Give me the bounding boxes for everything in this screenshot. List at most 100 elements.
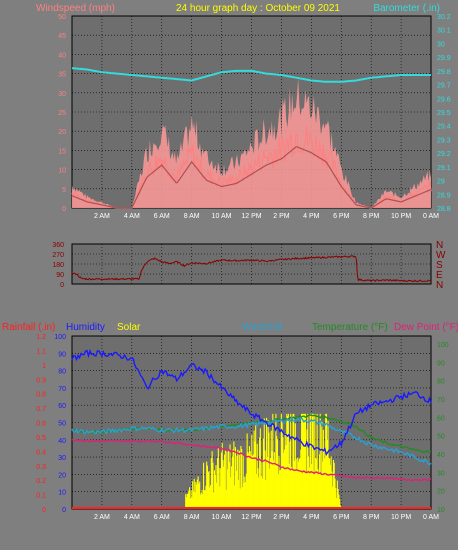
x-tick-label: 6 PM xyxy=(333,514,350,521)
windspeed-tick-label: 30 xyxy=(58,91,66,98)
wind-direction-tick-label: 0 xyxy=(60,282,64,289)
humidity-tick-label: 100 xyxy=(54,334,66,341)
windspeed-tick-label: 35 xyxy=(58,72,66,79)
temperature-tick-label: 30 xyxy=(437,470,445,477)
x-tick-label: 8 AM xyxy=(184,514,200,521)
humidity-tick-label: 20 xyxy=(58,472,66,479)
wind-direction-tick-label: 360 xyxy=(52,242,64,249)
x-tick-label: 4 PM xyxy=(303,514,320,521)
x-tick-label: 8 AM xyxy=(184,213,200,220)
temperature-tick-label: 50 xyxy=(437,434,445,441)
temperature-tick-label: 70 xyxy=(437,397,445,404)
x-tick-label: 0 AM xyxy=(423,514,439,521)
windspeed-tick-label: 25 xyxy=(58,110,66,117)
rainfall-tick-label: 0.7 xyxy=(36,406,46,413)
humidity-tick-label: 90 xyxy=(58,351,66,358)
rain-humidity-temperature-panel: Rainfall (.in) Humidity Solar Windchill … xyxy=(2,322,458,521)
wind-gust-area xyxy=(72,77,431,208)
rainfall-tick-label: 0 xyxy=(42,507,46,514)
x-tick-label: 2 PM xyxy=(273,514,290,521)
humidity-tick-label: 70 xyxy=(58,386,66,393)
temperature-tick-label: 90 xyxy=(437,360,445,367)
compass-tick-label: N xyxy=(436,280,443,291)
barometer-tick-label: 29.6 xyxy=(437,96,451,103)
rainfall-tick-label: 1 xyxy=(42,363,46,370)
x-tick-label: 0 AM xyxy=(423,213,439,220)
wind-barometer-panel: Windspeed (mph) 24 hour graph day : Octo… xyxy=(36,3,451,220)
barometer-tick-label: 29.3 xyxy=(437,137,451,144)
windspeed-tick-label: 15 xyxy=(58,148,66,155)
x-tick-label: 2 AM xyxy=(94,213,110,220)
compass-tick-label: E xyxy=(436,270,443,281)
wind-direction-series-line xyxy=(71,255,432,283)
barometer-tick-label: 30.2 xyxy=(437,14,451,21)
barometer-tick-label: 29.1 xyxy=(437,165,451,172)
rainfall-tick-label: 0.2 xyxy=(36,478,46,485)
windchill-label: Windchill xyxy=(242,322,282,333)
rainfall-tick-label: 0.5 xyxy=(36,435,46,442)
compass-tick-label: N xyxy=(436,240,443,251)
windchill-series-line xyxy=(71,416,432,466)
dew-point-label: Dew Point (°F) xyxy=(394,322,458,333)
humidity-tick-label: 10 xyxy=(58,490,66,497)
wind-average-line xyxy=(71,146,432,209)
windspeed-tick-label: 5 xyxy=(62,187,66,194)
temperature-series-line xyxy=(71,414,432,453)
temperature-tick-label: 40 xyxy=(437,452,445,459)
barometer-series-line xyxy=(71,67,431,83)
x-tick-label: 12 PM xyxy=(241,514,261,521)
windspeed-tick-label: 10 xyxy=(58,168,66,175)
dew-point-series-line xyxy=(71,438,432,482)
rainfall-tick-label: 1.2 xyxy=(36,334,46,341)
temperature-tick-label: 10 xyxy=(437,507,445,514)
x-tick-label: 6 AM xyxy=(154,213,170,220)
humidity-tick-label: 30 xyxy=(58,455,66,462)
x-tick-label: 2 AM xyxy=(94,514,110,521)
humidity-tick-label: 50 xyxy=(58,421,66,428)
wind-direction-tick-label: 180 xyxy=(52,262,64,269)
barometer-tick-label: 30.1 xyxy=(437,28,451,35)
x-tick-label: 10 PM xyxy=(391,213,411,220)
windspeed-tick-label: 0 xyxy=(62,206,66,213)
windspeed-tick-label: 40 xyxy=(58,52,66,59)
graph-title: 24 hour graph day : October 09 2021 xyxy=(176,3,340,14)
humidity-series-line xyxy=(71,348,432,456)
x-tick-label: 4 PM xyxy=(303,213,320,220)
wind-direction-tick-label: 90 xyxy=(56,272,64,279)
barometer-tick-label: 28.8 xyxy=(437,206,451,213)
temperature-tick-label: 100 xyxy=(437,342,449,349)
x-tick-label: 12 PM xyxy=(241,213,261,220)
windspeed-tick-label: 50 xyxy=(58,14,66,21)
barometer-tick-label: 29.8 xyxy=(437,69,451,76)
mid-plot-border xyxy=(71,243,432,285)
x-tick-label: 6 PM xyxy=(333,213,350,220)
rainfall-tick-label: 1.1 xyxy=(36,348,46,355)
humidity-label: Humidity xyxy=(66,322,105,333)
temperature-tick-label: 60 xyxy=(437,415,445,422)
x-tick-label: 2 PM xyxy=(273,213,290,220)
barometer-tick-label: 29.9 xyxy=(437,55,451,62)
x-tick-label: 6 AM xyxy=(154,514,170,521)
barometer-tick-label: 29 xyxy=(437,179,445,186)
rainfall-tick-label: 0.3 xyxy=(36,464,46,471)
rainfall-tick-label: 0.6 xyxy=(36,421,46,428)
barometer-tick-label: 29.4 xyxy=(437,124,451,131)
temperature-tick-label: 80 xyxy=(437,379,445,386)
rainfall-label: Rainfall (.in) xyxy=(2,322,55,333)
barometer-tick-label: 29.5 xyxy=(437,110,451,117)
rainfall-tick-label: 0.9 xyxy=(36,377,46,384)
windspeed-axis-label: Windspeed (mph) xyxy=(36,3,115,14)
windspeed-tick-label: 45 xyxy=(58,33,66,40)
barometer-tick-label: 29.7 xyxy=(437,83,451,90)
x-tick-label: 10 AM xyxy=(212,213,232,220)
x-tick-label: 10 PM xyxy=(391,514,411,521)
wind-direction-tick-label: 270 xyxy=(52,252,64,259)
humidity-tick-label: 40 xyxy=(58,438,66,445)
temperature-label: Temperature (°F) xyxy=(312,322,388,333)
rainfall-tick-label: 0.1 xyxy=(36,493,46,500)
barometer-tick-label: 30 xyxy=(437,41,445,48)
rainfall-tick-label: 0.4 xyxy=(36,449,46,456)
barometer-tick-label: 28.9 xyxy=(437,192,451,199)
